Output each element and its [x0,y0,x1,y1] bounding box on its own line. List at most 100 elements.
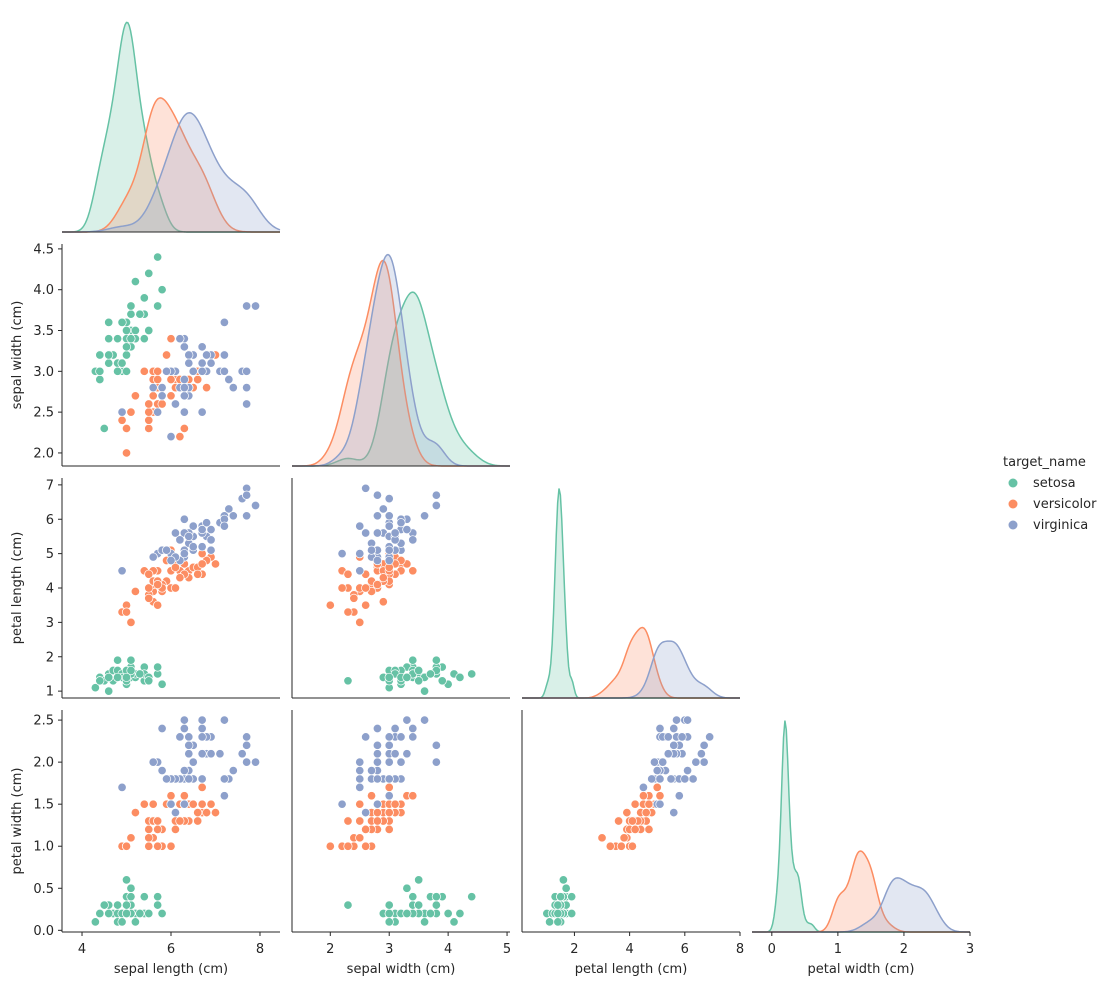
point-versicolor [166,791,176,801]
point-versicolor [355,816,365,826]
x-tick-label: 8 [256,942,264,957]
panel-pl-vs-sw [291,478,510,699]
point-virginica [184,749,194,759]
point-versicolor [325,841,335,851]
point-virginica [408,723,418,734]
point-virginica [242,399,252,409]
point-setosa [126,334,136,344]
point-virginica [219,715,229,725]
point-virginica [197,525,207,535]
point-virginica [179,549,189,559]
point-virginica [705,732,715,742]
point-versicolor [153,366,163,376]
point-setosa [95,676,105,686]
point-setosa [126,655,136,665]
point-virginica [197,715,207,725]
point-versicolor [641,808,651,818]
point-versicolor [206,799,216,809]
point-versicolor [144,824,154,834]
point-versicolor [210,559,221,569]
point-virginica [157,765,167,776]
point-virginica [372,740,382,750]
point-virginica [361,483,371,493]
point-virginica [250,500,261,511]
point-virginica [390,528,400,538]
point-virginica [674,791,684,801]
point-versicolor [384,808,394,818]
point-versicolor [343,569,353,579]
point-setosa [113,366,123,376]
point-setosa [443,908,453,919]
point-virginica [197,358,207,368]
x-tick-label: 4 [78,942,86,957]
point-versicolor [121,841,132,851]
point-virginica [677,732,687,742]
point-virginica [384,757,394,767]
point-setosa [130,276,140,287]
point-virginica [390,723,400,734]
point-virginica [157,383,167,393]
point-setosa [113,334,123,344]
point-setosa [104,334,114,344]
point-versicolor [361,583,371,593]
point-virginica [337,549,347,559]
point-setosa [545,917,555,927]
point-versicolor [166,391,176,401]
point-virginica [117,566,127,576]
point-versicolor [144,415,154,425]
point-setosa [144,908,154,919]
point-setosa [144,268,154,278]
point-virginica [431,490,441,500]
point-virginica [219,521,229,531]
y-tick-label: 1 [46,685,54,700]
point-virginica [683,765,693,776]
point-virginica [384,511,394,521]
point-virginica [179,765,189,776]
point-setosa [121,900,132,910]
point-versicolor [193,569,203,579]
legend-label-virginica: virginica [1033,518,1088,533]
point-setosa [402,908,412,919]
point-setosa [402,672,412,682]
point-versicolor [622,808,632,818]
point-setosa [121,350,132,360]
point-virginica [170,528,180,538]
point-versicolor [361,600,371,610]
point-setosa [104,908,114,919]
point-virginica [372,555,382,566]
point-versicolor [166,374,176,385]
point-versicolor [355,833,365,843]
panel-sw-vs-sl: 2.0 2.5 3.0 3.5 4.0 4.5 sepal width (cm) [10,242,280,467]
y-tick-label: 5 [46,547,54,562]
point-virginica [166,432,176,442]
y-tick-label: 3.0 [33,365,54,380]
y-tick-label: 2.5 [33,406,54,421]
point-virginica [242,740,252,750]
pairplot-grid: 2.0 2.5 3.0 3.5 4.0 4.5 sepal width (cm) 1 2 3 4 5 6… [10,21,974,977]
point-setosa [425,908,436,919]
point-virginica [224,374,234,385]
point-virginica [197,407,207,417]
point-virginica [157,391,167,401]
point-virginica [184,531,194,541]
point-setosa [343,676,353,686]
point-virginica [197,732,207,742]
panel-pw-vs-pl: 2 4 6 8 petal length (cm) [521,710,744,977]
point-versicolor [139,799,149,809]
point-virginica [355,549,365,559]
point-setosa [135,908,145,919]
point-virginica [671,715,682,725]
point-virginica [372,749,382,759]
legend-marker-virginica [1008,520,1018,530]
y-tick-label: 2 [46,650,54,665]
point-virginica [179,374,189,385]
x-axis-label: sepal width (cm) [347,962,456,977]
point-versicolor [627,841,637,851]
legend-title: target_name [1003,455,1086,470]
point-virginica [242,732,252,742]
point-versicolor [197,799,207,809]
point-setosa [153,900,163,910]
point-versicolor [121,607,132,617]
point-virginica [408,535,418,545]
